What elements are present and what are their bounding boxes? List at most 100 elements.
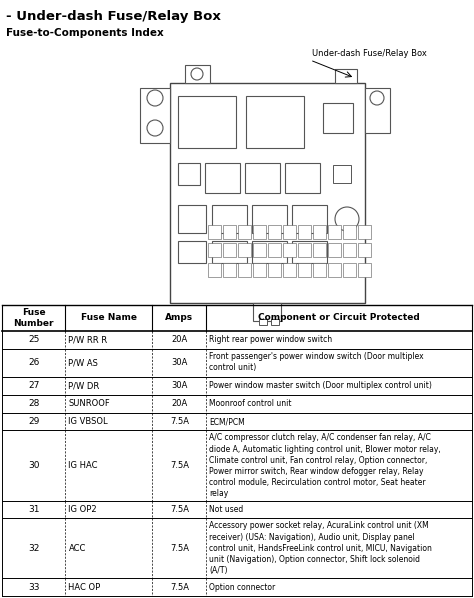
Bar [246,96,304,148]
Text: Moonroof control unit: Moonroof control unit [210,399,292,408]
Bar [259,319,267,325]
Bar [358,263,371,277]
Bar [271,319,279,325]
Bar [223,225,236,239]
Text: - Under-dash Fuse/Relay Box: - Under-dash Fuse/Relay Box [6,10,221,23]
Bar [285,163,320,193]
Bar [343,225,356,239]
Text: IG OP2: IG OP2 [68,505,97,514]
Bar [238,243,251,257]
Text: Fuse Name: Fuse Name [81,313,137,322]
Bar [178,96,236,148]
Text: 26: 26 [28,358,39,367]
Bar [170,83,365,303]
Bar [298,243,311,257]
Text: SUNROOF: SUNROOF [68,399,110,408]
Bar [245,163,280,193]
Text: A/C compressor clutch relay, A/C condenser fan relay, A/C
diode A, Automatic lig: A/C compressor clutch relay, A/C condens… [210,434,441,498]
Bar [365,88,390,133]
Bar [178,163,200,185]
Bar [358,225,371,239]
Bar [238,225,251,239]
Bar [298,263,311,277]
Bar [253,303,281,321]
Text: 7.5A: 7.5A [170,544,189,553]
Text: Not used: Not used [210,505,244,514]
Bar [283,243,296,257]
Bar [253,243,266,257]
Bar [283,263,296,277]
Bar [252,241,287,263]
Text: 7.5A: 7.5A [170,417,189,426]
Bar [333,165,351,183]
Text: 30A: 30A [171,382,188,390]
Text: 20A: 20A [171,399,188,408]
Bar [140,88,170,143]
Text: 7.5A: 7.5A [170,505,189,514]
Bar [343,263,356,277]
Bar [323,103,353,133]
Bar [292,205,327,233]
Text: P/W RR R: P/W RR R [68,335,108,344]
Text: 32: 32 [28,544,39,553]
Bar [358,243,371,257]
Text: Front passenger's power window switch (Door multiplex
control unit): Front passenger's power window switch (D… [210,352,424,372]
Bar [313,243,326,257]
Text: 28: 28 [28,399,39,408]
Bar [252,205,287,233]
Bar [253,263,266,277]
Text: 27: 27 [28,382,39,390]
Text: Fuse-to-Components Index: Fuse-to-Components Index [6,28,164,38]
Text: 20A: 20A [171,335,188,344]
Text: Under-dash Fuse/Relay Box: Under-dash Fuse/Relay Box [312,49,427,58]
Bar [208,225,221,239]
Bar [268,243,281,257]
Bar [178,205,206,233]
Bar [223,263,236,277]
Text: IG HAC: IG HAC [68,461,98,470]
Text: P/W DR: P/W DR [68,382,100,390]
Bar [328,225,341,239]
Bar [223,243,236,257]
Text: ECM/PCM: ECM/PCM [210,417,245,426]
Text: ACC: ACC [68,544,86,553]
Bar [268,263,281,277]
Bar [185,65,210,83]
Bar [212,241,247,263]
Text: 33: 33 [28,582,39,591]
Bar [283,225,296,239]
Text: Right rear power window switch: Right rear power window switch [210,335,333,344]
Text: 25: 25 [28,335,39,344]
Bar [208,263,221,277]
Text: HAC OP: HAC OP [68,582,100,591]
Bar [335,69,357,83]
Bar [208,243,221,257]
Text: 29: 29 [28,417,39,426]
Bar [292,241,327,263]
Text: Accessory power socket relay, AcuraLink control unit (XM
receiver) (USA: Navigat: Accessory power socket relay, AcuraLink … [210,521,432,575]
Bar [328,263,341,277]
Bar [343,243,356,257]
Bar [313,225,326,239]
Text: 30: 30 [28,461,39,470]
Text: IG VBSOL: IG VBSOL [68,417,108,426]
Text: 7.5A: 7.5A [170,461,189,470]
Bar [268,225,281,239]
Text: 7.5A: 7.5A [170,582,189,591]
Text: 31: 31 [28,505,39,514]
Text: Component or Circuit Protected: Component or Circuit Protected [258,313,420,322]
Text: P/W AS: P/W AS [68,358,98,367]
Text: Power window master switch (Door multiplex control unit): Power window master switch (Door multipl… [210,382,432,390]
Bar [253,225,266,239]
Text: Option connector: Option connector [210,582,276,591]
Bar [298,225,311,239]
Bar [205,163,240,193]
Bar [238,263,251,277]
Bar [328,243,341,257]
Text: Fuse
Number: Fuse Number [13,309,54,328]
Bar [212,205,247,233]
Bar [178,241,206,263]
Text: 30A: 30A [171,358,188,367]
Text: Amps: Amps [165,313,193,322]
Bar [313,263,326,277]
